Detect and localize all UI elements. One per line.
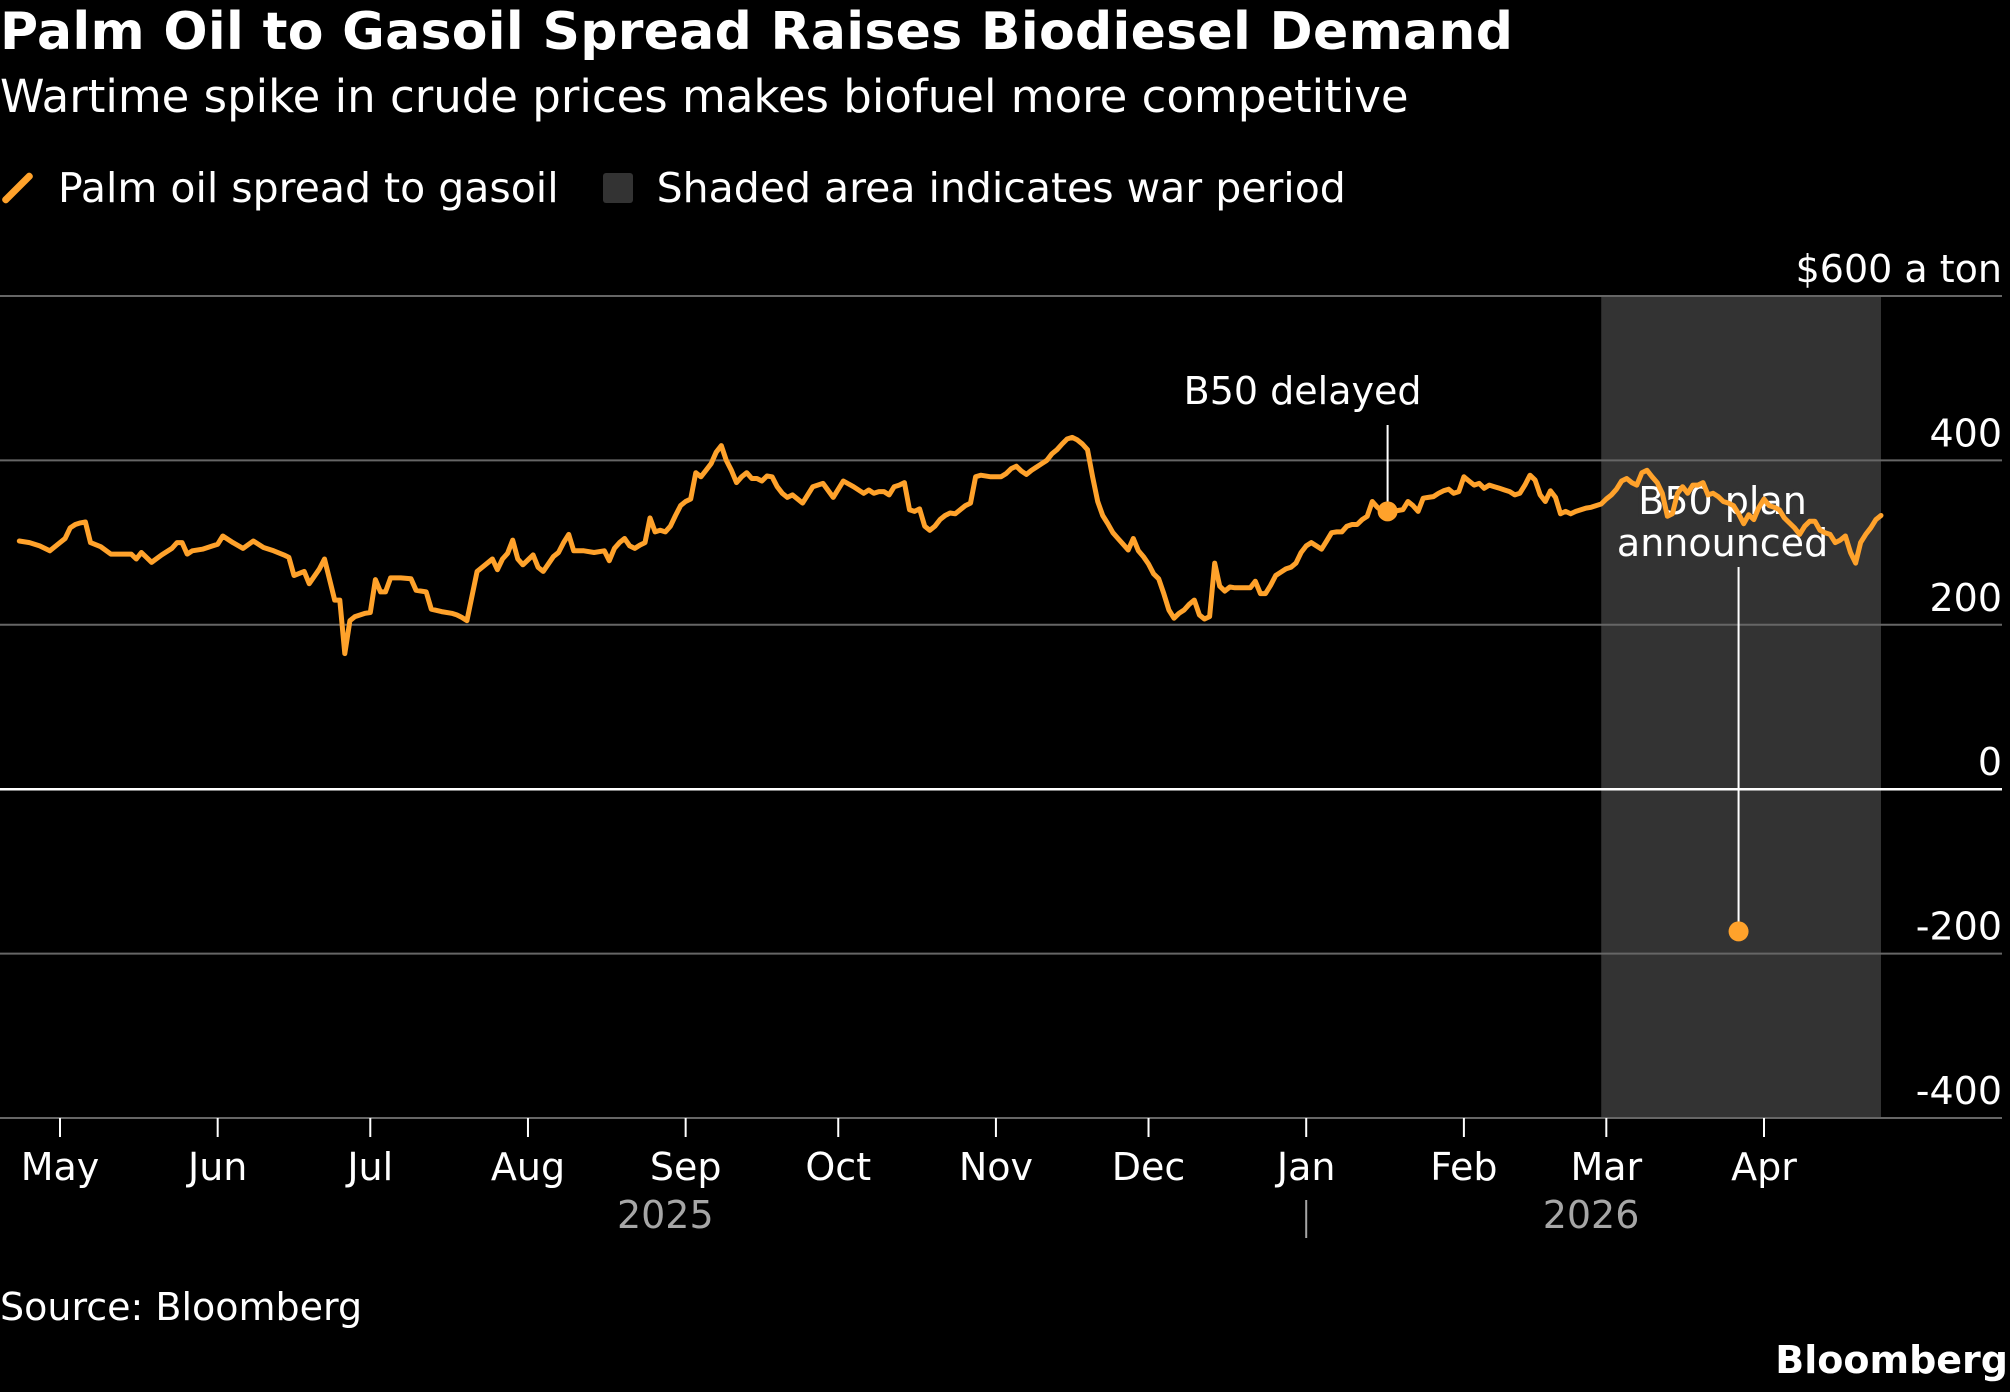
source-note: Source: Bloomberg xyxy=(0,1285,363,1329)
series-line-palm-oil-spread xyxy=(16,434,1884,657)
annotation-marker-b50-delayed xyxy=(1377,501,1398,522)
x-tick-label: May xyxy=(21,1145,100,1189)
y-tick-label: 0 xyxy=(1978,740,2002,784)
legend-item-series: Palm oil spread to gasoil xyxy=(0,164,559,212)
x-tick-label: Nov xyxy=(959,1145,1033,1189)
x-tick-label: Jan xyxy=(1275,1145,1336,1189)
chart-title: Palm Oil to Gasoil Spread Raises Biodies… xyxy=(0,2,1514,62)
annotation-marker-b50-plan xyxy=(1728,921,1749,942)
y-axis-labels: $600 a ton 400 200 0 -200 -400 xyxy=(1796,247,2002,1113)
x-tick-label: Sep xyxy=(650,1145,722,1189)
x-tick-label: Aug xyxy=(491,1145,565,1189)
y-tick-label: $600 a ton xyxy=(1796,247,2002,291)
legend-item-shade: Shaded area indicates war period xyxy=(559,164,1346,212)
y-tick-label: -200 xyxy=(1916,905,2002,949)
y-tick-label: 200 xyxy=(1929,576,2002,620)
bloomberg-logo: Bloomberg xyxy=(1775,1338,2008,1382)
annotation-label-b50-plan: B50 plan announced xyxy=(1617,479,1828,565)
year-label: 2025 xyxy=(617,1193,714,1237)
grid-lines xyxy=(0,295,2002,955)
x-tick-label: Apr xyxy=(1731,1145,1797,1189)
x-tick-label: Jul xyxy=(345,1145,393,1189)
x-tick-label: Feb xyxy=(1430,1145,1497,1189)
y-tick-label: 400 xyxy=(1929,411,2002,455)
annotation-label-b50-delayed: B50 delayed xyxy=(1184,369,1422,413)
x-tick-label: Oct xyxy=(805,1145,871,1189)
x-tick-label: Jun xyxy=(186,1145,247,1189)
x-tick-label: Mar xyxy=(1570,1145,1642,1189)
year-label: 2026 xyxy=(1543,1193,1640,1237)
y-tick-label: -400 xyxy=(1916,1069,2002,1113)
legend: Palm oil spread to gasoil Shaded area in… xyxy=(0,160,1346,216)
legend-shade-label: Shaded area indicates war period xyxy=(656,164,1346,212)
x-axis: May Jun Jul Aug Sep Oct Nov Dec Jan Feb Mar Apr 2025… xyxy=(0,1117,2002,1238)
chart-subtitle: Wartime spike in crude prices makes biof… xyxy=(0,70,1409,123)
legend-series-label: Palm oil spread to gasoil xyxy=(58,164,559,212)
legend-shade-swatch xyxy=(602,173,633,203)
annotation-markers xyxy=(1377,501,1749,942)
x-tick-label: Dec xyxy=(1112,1145,1186,1189)
war-period-shade xyxy=(1601,296,1881,1118)
